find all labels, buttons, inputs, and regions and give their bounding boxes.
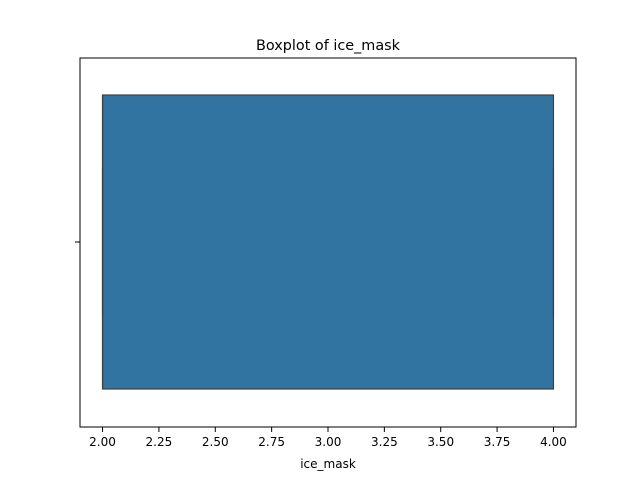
box-iqr bbox=[101, 94, 555, 390]
x-tick-label: 2.25 bbox=[146, 435, 173, 449]
chart-title: Boxplot of ice_mask bbox=[256, 38, 401, 54]
x-axis-ticks: 2.00 2.25 2.50 2.75 3.00 3.25 3.50 3.75 4.00 bbox=[89, 427, 567, 449]
x-axis-label: ice_mask bbox=[300, 457, 356, 471]
x-tick-label: 2.75 bbox=[258, 435, 285, 449]
x-tick-label: 4.00 bbox=[540, 435, 567, 449]
x-tick-label: 3.50 bbox=[427, 435, 454, 449]
x-tick-label: 2.00 bbox=[89, 435, 116, 449]
x-tick-label: 3.75 bbox=[484, 435, 511, 449]
x-tick-label: 2.50 bbox=[202, 435, 229, 449]
x-tick-label: 3.00 bbox=[315, 435, 342, 449]
x-tick-label: 3.25 bbox=[371, 435, 398, 449]
box-marks bbox=[101, 94, 555, 390]
